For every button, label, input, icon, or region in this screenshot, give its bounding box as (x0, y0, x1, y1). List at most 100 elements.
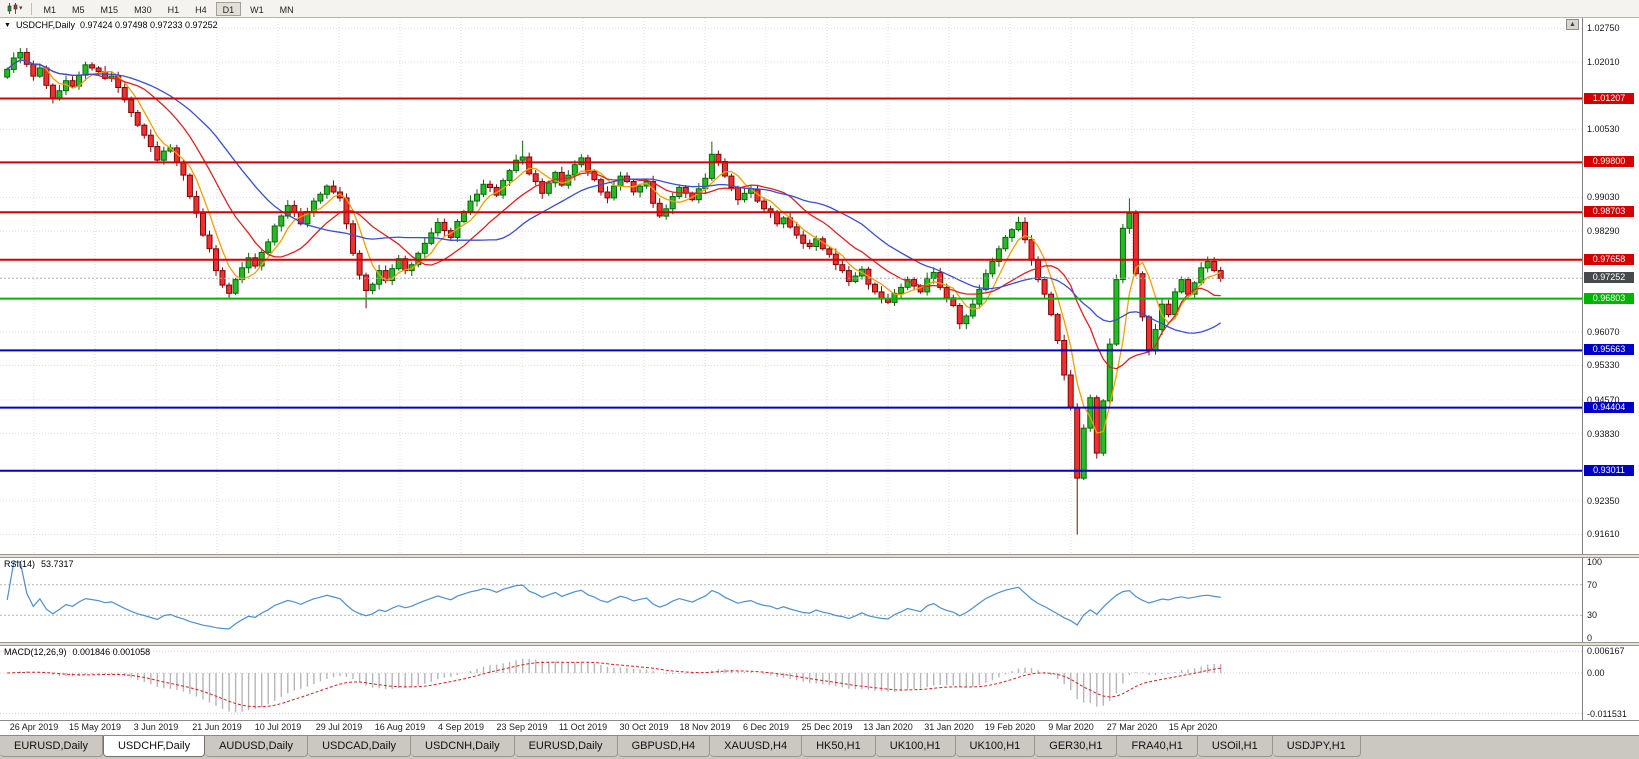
axis-tick: 100 (1587, 558, 1603, 567)
axis-tick: 0.93830 (1587, 428, 1620, 439)
chart-tab-gbpusd-6[interactable]: GBPUSD,H4 (617, 736, 711, 757)
chart-tab-usdchf-1[interactable]: USDCHF,Daily (102, 736, 206, 757)
date-label: 23 Sep 2019 (496, 722, 548, 732)
axis-tick: -0.011531 (1587, 708, 1627, 719)
chart-tab-ger30-11[interactable]: GER30,H1 (1035, 736, 1118, 757)
chart-symbol: USDCHF,Daily (15, 20, 75, 30)
date-label: 29 Jul 2019 (315, 722, 363, 732)
chart-tab-audusd-2[interactable]: AUDUSD,Daily (205, 736, 309, 757)
axis-tick: 0.92350 (1587, 495, 1620, 506)
support-price-badge: 0.96803 (1584, 292, 1634, 304)
panel-splitter[interactable] (0, 554, 1639, 558)
toolbar-separator (30, 2, 32, 15)
resistance-price-badge: 0.98703 (1584, 206, 1634, 218)
axis-tick: 0.95330 (1587, 360, 1620, 371)
timeframe-button-w1[interactable]: W1 (250, 4, 264, 15)
timeframe-button-mn[interactable]: MN (279, 4, 294, 15)
chart-tab-xauusd-7[interactable]: XAUUSD,H4 (710, 736, 803, 757)
timeframe-button-m30[interactable]: M30 (134, 4, 152, 15)
timeframe-button-h1[interactable]: H1 (167, 4, 180, 15)
rsi-axis: 100 70 30 0 (1582, 558, 1639, 642)
resistance-price-badge: 0.97658 (1584, 253, 1634, 265)
chart-tab-uk100-9[interactable]: UK100,H1 (875, 736, 956, 757)
price-chart-canvas[interactable] (0, 18, 1582, 554)
axis-tick: 0 (1587, 633, 1593, 642)
chart-tab-eurusd-0[interactable]: EURUSD,Daily (0, 736, 103, 757)
timeframe-button-m15[interactable]: M15 (100, 4, 119, 15)
support-price-badge: 0.94404 (1584, 401, 1634, 413)
axis-tick: 0.91610 (1587, 529, 1620, 540)
chart-title: ▼ USDCHF,Daily 0.97424 0.97498 0.97233 0… (4, 20, 218, 30)
axis-tick: 0.99030 (1587, 192, 1620, 203)
macd-label: MACD(12,26,9) 0.001846 0.001058 (4, 647, 150, 657)
date-label: 10 Jul 2019 (254, 722, 302, 732)
macd-name: MACD(12,26,9) (4, 647, 67, 657)
timeframe-button-d1[interactable]: D1 (215, 1, 242, 16)
date-label: 13 Jan 2020 (863, 722, 913, 732)
chart-toolbar: ▾ M1 M5 M15 M30 H1 H4 D1 W1 MN (0, 0, 1639, 18)
chart-tabs: EURUSD,Daily USDCHF,Daily AUDUSD,Daily USDC… (0, 735, 1639, 759)
panel-splitter[interactable] (0, 642, 1639, 646)
date-label: 6 Dec 2019 (742, 722, 790, 732)
date-label: 9 Mar 2020 (1048, 722, 1094, 732)
chart-tab-uk100-10[interactable]: UK100,H1 (955, 736, 1036, 757)
macd-canvas[interactable] (0, 646, 1582, 720)
date-label: 30 Oct 2019 (619, 722, 669, 732)
rsi-panel: RSI(14) 53.7317 100 70 30 0 (0, 558, 1639, 642)
rsi-canvas[interactable] (0, 558, 1582, 642)
date-label: 31 Jan 2020 (924, 722, 974, 732)
chart-tab-usdjpy-14[interactable]: USDJPY,H1 (1272, 736, 1361, 757)
axis-tick: 70 (1587, 579, 1598, 590)
chart-tab-hk50-8[interactable]: HK50,H1 (802, 736, 876, 757)
date-label: 4 Sep 2019 (437, 722, 485, 732)
axis-tick: 0.96070 (1587, 326, 1620, 337)
support-price-badge: 0.95663 (1584, 344, 1634, 356)
timeframe-button-m1[interactable]: M1 (43, 4, 57, 15)
symbol-dropdown-icon[interactable]: ▼ (4, 21, 11, 29)
date-label: 11 Oct 2019 (558, 722, 608, 732)
axis-tick: 30 (1587, 610, 1598, 621)
date-label: 19 Feb 2020 (984, 722, 1036, 732)
chart-tab-usoil-13[interactable]: USOil,H1 (1197, 736, 1273, 757)
date-label: 18 Nov 2019 (679, 722, 731, 732)
date-label: 26 Apr 2019 (9, 722, 59, 732)
date-label: 27 Mar 2020 (1106, 722, 1158, 732)
date-label: 15 May 2019 (68, 722, 122, 732)
rsi-value: 53.7317 (41, 559, 74, 569)
chart-ohlc-values: 0.97424 0.97498 0.97233 0.97252 (79, 20, 218, 30)
timeframe-button-h4[interactable]: H4 (195, 4, 207, 15)
axis-tick: 0.006167 (1587, 646, 1625, 657)
chart-tab-eurusd-5[interactable]: EURUSD,Daily (514, 736, 618, 757)
price-chart-panel: ▼ USDCHF,Daily 0.97424 0.97498 0.97233 0… (0, 18, 1639, 554)
date-label: 16 Aug 2019 (374, 722, 426, 732)
macd-axis: 0.006167 0.00 -0.011531 (1582, 646, 1639, 720)
axis-tick: 0.00 (1587, 667, 1605, 678)
chart-tab-fra40-12[interactable]: FRA40,H1 (1117, 736, 1198, 757)
axis-tick: 1.02750 (1587, 23, 1620, 34)
chevron-down-icon: ▾ (19, 4, 23, 12)
support-price-badge: 0.93011 (1584, 464, 1634, 476)
date-label: 15 Apr 2020 (1168, 722, 1218, 732)
resistance-price-badge: 0.99800 (1584, 156, 1634, 168)
time-axis: 26 Apr 2019 15 May 2019 3 Jun 2019 21 Jun 2… (0, 720, 1639, 735)
date-label: 21 Jun 2019 (192, 722, 242, 732)
date-label: 25 Dec 2019 (801, 722, 853, 732)
chart-tab-usdcad-3[interactable]: USDCAD,Daily (308, 736, 412, 757)
timeframe-button-m5[interactable]: M5 (72, 4, 85, 15)
axis-tick: 1.02010 (1587, 57, 1620, 68)
candlestick-icon (7, 3, 18, 14)
chart-tab-usdcnh-4[interactable]: USDCNH,Daily (411, 736, 515, 757)
rsi-name: RSI(14) (4, 559, 36, 569)
chart-type-button[interactable]: ▾ (4, 2, 26, 16)
axis-tick: 0.94570 (1587, 395, 1620, 405)
macd-values: 0.001846 0.001058 (72, 647, 151, 657)
resistance-price-badge: 1.01207 (1584, 92, 1634, 104)
rsi-label: RSI(14) 53.7317 (4, 559, 74, 569)
axis-tick: 0.98290 (1587, 226, 1620, 237)
price-axis: 1.02750 1.02010 1.00530 0.99030 0.98290 0.960… (1582, 18, 1639, 554)
date-label: 3 Jun 2019 (133, 722, 179, 732)
macd-panel: MACD(12,26,9) 0.001846 0.001058 0.006167… (0, 646, 1639, 720)
timeframe-group: M1 M5 M15 M30 H1 H4 D1 W1 MN (37, 1, 301, 16)
scroll-up-button[interactable]: ▲ (1566, 19, 1579, 30)
